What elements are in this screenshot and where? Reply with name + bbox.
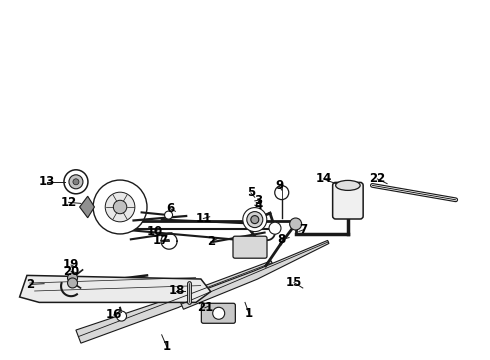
Circle shape bbox=[73, 179, 79, 185]
Text: 8: 8 bbox=[278, 233, 286, 246]
FancyBboxPatch shape bbox=[333, 183, 363, 219]
Circle shape bbox=[69, 175, 83, 189]
Circle shape bbox=[113, 200, 127, 214]
FancyBboxPatch shape bbox=[201, 303, 235, 323]
Text: 20: 20 bbox=[63, 265, 79, 278]
Text: 19: 19 bbox=[63, 258, 79, 271]
Text: 1: 1 bbox=[163, 340, 171, 353]
Text: 18: 18 bbox=[168, 284, 185, 297]
Circle shape bbox=[165, 211, 172, 219]
Text: 15: 15 bbox=[286, 276, 302, 289]
Text: 11: 11 bbox=[195, 212, 212, 225]
Text: 16: 16 bbox=[105, 309, 122, 321]
Text: 7: 7 bbox=[300, 223, 308, 236]
Ellipse shape bbox=[336, 180, 360, 190]
Circle shape bbox=[290, 218, 302, 230]
Polygon shape bbox=[76, 261, 273, 343]
Circle shape bbox=[68, 278, 77, 288]
Circle shape bbox=[68, 273, 77, 283]
Text: 2: 2 bbox=[26, 278, 34, 291]
Circle shape bbox=[269, 222, 281, 234]
Text: 3: 3 bbox=[255, 194, 263, 207]
Circle shape bbox=[93, 180, 147, 234]
Text: 4: 4 bbox=[255, 199, 263, 212]
FancyBboxPatch shape bbox=[233, 236, 267, 258]
Text: 22: 22 bbox=[369, 172, 386, 185]
Circle shape bbox=[213, 307, 225, 319]
Text: 1: 1 bbox=[245, 307, 253, 320]
Circle shape bbox=[275, 186, 289, 199]
Text: 14: 14 bbox=[315, 172, 332, 185]
Circle shape bbox=[64, 170, 88, 194]
Text: 6: 6 bbox=[167, 202, 174, 215]
Circle shape bbox=[105, 192, 135, 222]
Text: 2: 2 bbox=[207, 235, 215, 248]
Circle shape bbox=[251, 216, 259, 224]
Text: 13: 13 bbox=[38, 175, 55, 188]
Text: 17: 17 bbox=[152, 234, 169, 247]
Text: 10: 10 bbox=[146, 225, 163, 238]
Circle shape bbox=[247, 212, 263, 228]
Text: 21: 21 bbox=[196, 301, 213, 314]
Text: 9: 9 bbox=[275, 179, 283, 192]
Text: 5: 5 bbox=[247, 186, 255, 199]
Text: 12: 12 bbox=[60, 196, 77, 209]
Circle shape bbox=[243, 208, 267, 231]
Polygon shape bbox=[80, 196, 95, 218]
Polygon shape bbox=[20, 275, 211, 302]
Polygon shape bbox=[179, 240, 329, 309]
Circle shape bbox=[117, 311, 126, 321]
